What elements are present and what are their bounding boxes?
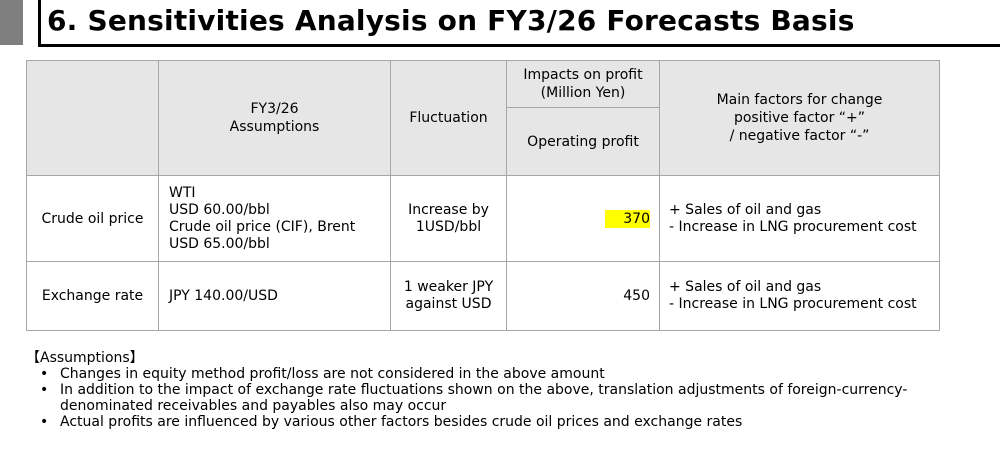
row-assumptions: WTI USD 60.00/bbl Crude oil price (CIF),… <box>158 175 391 262</box>
table-row-crude-oil: Crude oil price WTI USD 60.00/bbl Crude … <box>26 175 940 262</box>
assumptions-notes: 【Assumptions】 • Changes in equity method… <box>26 350 995 430</box>
row-operating-profit: 370 <box>506 175 660 262</box>
bullet-icon: • <box>40 382 49 398</box>
title-underline <box>38 44 1000 47</box>
row-fluctuation: Increase by 1USD/bbl <box>390 175 507 262</box>
header-corner <box>26 60 159 176</box>
bullet-icon: • <box>40 366 49 382</box>
list-item: • Changes in equity method profit/loss a… <box>40 366 605 382</box>
sensitivity-table: FY3/26 Assumptions Fluctuation Impacts o… <box>26 60 940 331</box>
table-row-exchange-rate: Exchange rate JPY 140.00/USD 1 weaker JP… <box>26 261 940 331</box>
title-accent-bar <box>0 0 23 45</box>
page-title: 6. Sensitivities Analysis on FY3/26 Fore… <box>47 4 855 37</box>
row-operating-profit: 450 <box>506 261 660 331</box>
highlighted-value: 370 <box>605 209 650 228</box>
row-factors: + Sales of oil and gas - Increase in LNG… <box>659 261 940 331</box>
list-item: • In addition to the impact of exchange … <box>40 382 908 414</box>
row-label: Exchange rate <box>26 261 159 331</box>
list-item: • Actual profits are influenced by vario… <box>40 414 743 430</box>
notes-heading: 【Assumptions】 <box>26 350 144 366</box>
row-assumptions: JPY 140.00/USD <box>158 261 391 331</box>
row-label: Crude oil price <box>26 175 159 262</box>
header-assumptions: FY3/26 Assumptions <box>158 60 391 176</box>
header-factors: Main factors for change positive factor … <box>659 60 940 176</box>
notes-list: • Changes in equity method profit/loss a… <box>26 366 995 430</box>
header-operating-profit: Operating profit <box>506 107 660 176</box>
row-fluctuation: 1 weaker JPY against USD <box>390 261 507 331</box>
bullet-icon: • <box>40 414 49 430</box>
row-factors: + Sales of oil and gas - Increase in LNG… <box>659 175 940 262</box>
header-impacts: Impacts on profit (Million Yen) <box>506 60 660 108</box>
header-fluctuation: Fluctuation <box>390 60 507 176</box>
title-divider-vertical <box>38 0 41 47</box>
